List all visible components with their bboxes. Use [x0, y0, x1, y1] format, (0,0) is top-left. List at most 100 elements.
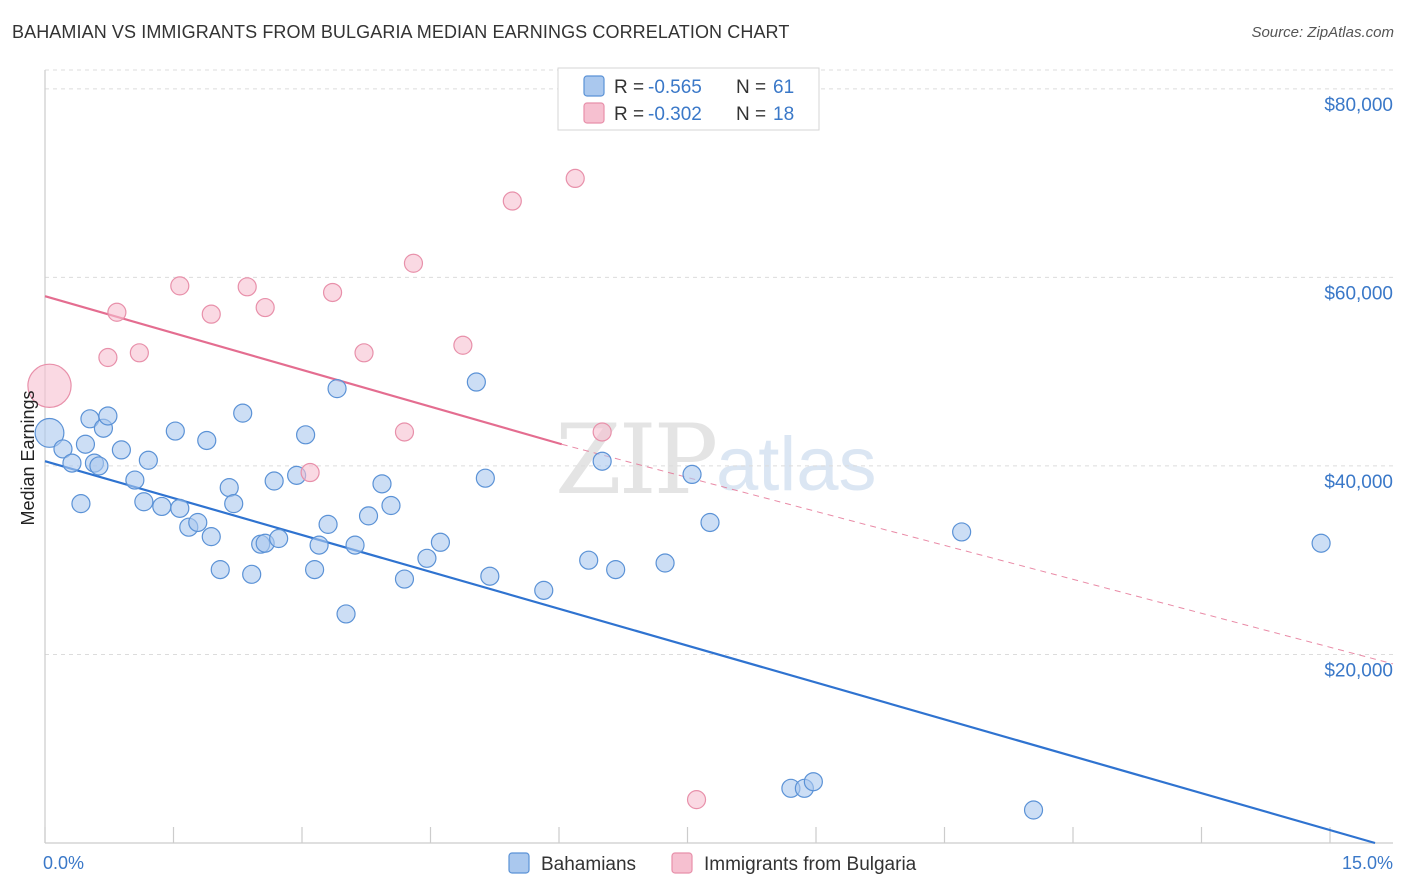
- point-bahamians: [309, 535, 329, 555]
- point-bahamians: [534, 580, 554, 600]
- point-bahamians: [466, 372, 486, 392]
- point-bahamians: [700, 512, 720, 533]
- point-bahamians: [345, 535, 365, 555]
- legend-bottom-label-blue: Bahamians: [541, 854, 636, 875]
- point-bahamians: [372, 474, 392, 494]
- y-axis-title: Median Earnings: [18, 390, 38, 525]
- point-bahamians: [606, 560, 626, 580]
- point-bulgaria: [565, 168, 585, 189]
- y-tick-label: $80,000: [1324, 95, 1393, 116]
- legend-bottom-label-pink: Immigrants from Bulgaria: [704, 854, 917, 875]
- point-bahamians: [111, 440, 131, 460]
- point-bahamians: [188, 512, 208, 533]
- point-bahamians: [125, 470, 145, 490]
- axes: [44, 70, 1393, 844]
- legend-r-label: R =: [614, 77, 644, 98]
- point-bahamians: [417, 548, 437, 568]
- legend-n-value: 61: [773, 77, 794, 98]
- point-bahamians: [381, 495, 401, 516]
- legend-n-label: N =: [736, 77, 766, 98]
- point-bahamians: [336, 604, 356, 624]
- y-tick-label: $40,000: [1324, 472, 1393, 493]
- point-bahamians: [170, 498, 190, 518]
- point-bahamians: [98, 406, 118, 426]
- point-bahamians: [152, 496, 172, 517]
- point-bulgaria: [403, 253, 424, 273]
- point-bulgaria: [394, 422, 415, 442]
- point-bulgaria: [354, 343, 374, 363]
- y-tick-labels: $20,000 $40,000 $60,000 $80,000: [1324, 95, 1393, 682]
- point-bahamians: [475, 468, 495, 488]
- chart-title: BAHAMIAN VS IMMIGRANTS FROM BULGARIA MED…: [12, 22, 790, 42]
- x-tick-labels: 0.0% 15.0%: [43, 853, 1393, 873]
- point-bahamians: [394, 569, 415, 589]
- trend-line-bulgaria-extension: [561, 443, 1394, 665]
- point-bahamians: [430, 532, 451, 552]
- x-tick-label: 0.0%: [43, 853, 84, 873]
- point-bulgaria: [453, 335, 473, 355]
- trend-line-bulgaria: [44, 295, 563, 446]
- point-bulgaria: [107, 302, 127, 322]
- point-bahamians: [53, 439, 73, 459]
- y-tick-label: $20,000: [1324, 660, 1393, 681]
- point-bahamians: [318, 514, 338, 534]
- trend-line-bahamians: [44, 460, 1376, 845]
- point-bahamians: [269, 528, 289, 549]
- point-bahamians: [134, 492, 154, 512]
- point-bahamians: [210, 560, 230, 580]
- point-bahamians: [803, 772, 823, 792]
- point-bahamians: [233, 403, 253, 423]
- point-bahamians: [592, 451, 612, 471]
- point-bahamians: [165, 421, 185, 441]
- point-bahamians: [480, 566, 500, 586]
- point-bahamians: [138, 450, 158, 470]
- point-bulgaria: [201, 304, 221, 324]
- watermark-zip: ZIP: [555, 404, 716, 516]
- point-bahamians: [201, 527, 221, 547]
- point-bahamians: [197, 430, 217, 451]
- point-bahamians: [219, 478, 239, 498]
- point-bahamians: [327, 379, 347, 399]
- point-bahamians: [655, 553, 675, 573]
- legend-top: R = -0.565 N = 61 R = -0.302 N = 18: [557, 67, 820, 131]
- point-bulgaria: [27, 363, 72, 408]
- point-bulgaria: [300, 462, 320, 483]
- point-bulgaria: [322, 282, 343, 303]
- legend-bottom: Bahamians Immigrants from Bulgaria: [508, 852, 917, 875]
- point-bahamians: [305, 560, 325, 580]
- point-bulgaria: [129, 343, 149, 363]
- point-bahamians: [1311, 533, 1331, 553]
- point-bahamians: [34, 417, 65, 448]
- point-bulgaria: [502, 191, 522, 211]
- watermark: ZIP atlas: [555, 404, 877, 516]
- legend-r-value: -0.565: [648, 77, 702, 98]
- point-bahamians: [75, 434, 96, 454]
- point-bahamians: [579, 550, 599, 570]
- point-bahamians: [71, 494, 91, 514]
- point-bahamians: [358, 506, 379, 526]
- y-tick-label: $60,000: [1324, 283, 1393, 304]
- trend-lines: [44, 295, 1394, 845]
- legend-r-label: R =: [614, 104, 644, 125]
- data-points: [27, 168, 1331, 820]
- point-bahamians: [264, 471, 284, 491]
- point-bulgaria: [686, 790, 707, 810]
- legend-r-value: -0.302: [648, 104, 702, 125]
- point-bulgaria: [237, 277, 257, 297]
- point-bahamians: [62, 453, 82, 473]
- point-bahamians: [242, 564, 262, 584]
- point-bahamians: [952, 522, 972, 542]
- point-bulgaria: [98, 347, 118, 368]
- point-bulgaria: [170, 276, 190, 296]
- point-bahamians: [296, 425, 316, 445]
- legend-swatch-blue: [583, 75, 605, 97]
- legend-bottom-swatch-pink: [671, 852, 693, 874]
- point-bulgaria: [255, 297, 275, 318]
- legend-n-value: 18: [773, 104, 794, 125]
- legend-bottom-swatch-blue: [508, 852, 530, 874]
- legend-n-label: N =: [736, 104, 766, 125]
- chart-source: Source: ZipAtlas.com: [1251, 24, 1394, 41]
- point-bahamians: [682, 464, 702, 485]
- point-bahamians: [1023, 800, 1044, 820]
